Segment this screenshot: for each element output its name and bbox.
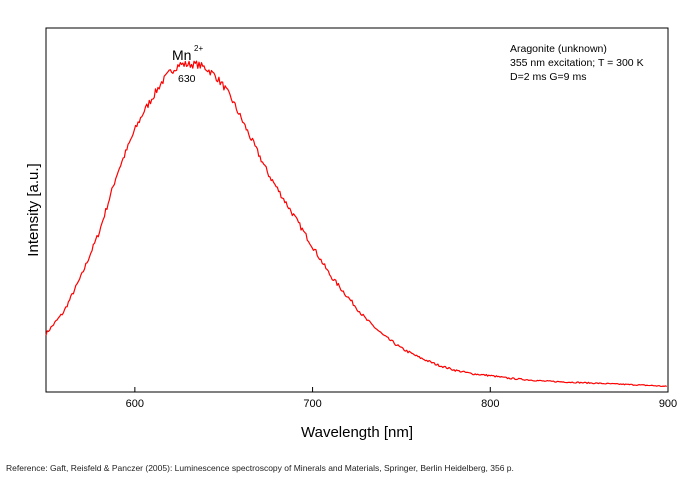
x-axis-title: Wavelength [nm] (301, 424, 413, 441)
timing-annotation: D=2 ms G=9 ms (510, 71, 586, 83)
x-tick-label-600: 600 (126, 398, 144, 410)
y-axis-title: Intensity [a.u.] (25, 163, 42, 256)
peak-ion-label: Mn (172, 47, 191, 63)
x-axis-ticks (134, 387, 669, 392)
reference-note: Reference: Gaft, Reisfeld & Panczer (200… (6, 463, 514, 473)
sample-annotation: Aragonite (unknown) (510, 43, 607, 55)
peak-wavelength-label: 630 (178, 73, 196, 85)
excitation-annotation: 355 nm excitation; T = 300 K (510, 57, 644, 69)
x-tick-label-800: 800 (481, 398, 499, 410)
x-tick-label-900: 900 (659, 398, 677, 410)
series-line (45, 60, 667, 388)
peak-charge-label: 2+ (194, 44, 203, 53)
x-tick-label-700: 700 (303, 398, 321, 410)
x-axis-tick-labels: 600 700 800 900 (126, 398, 678, 410)
plot-frame (45, 27, 669, 393)
